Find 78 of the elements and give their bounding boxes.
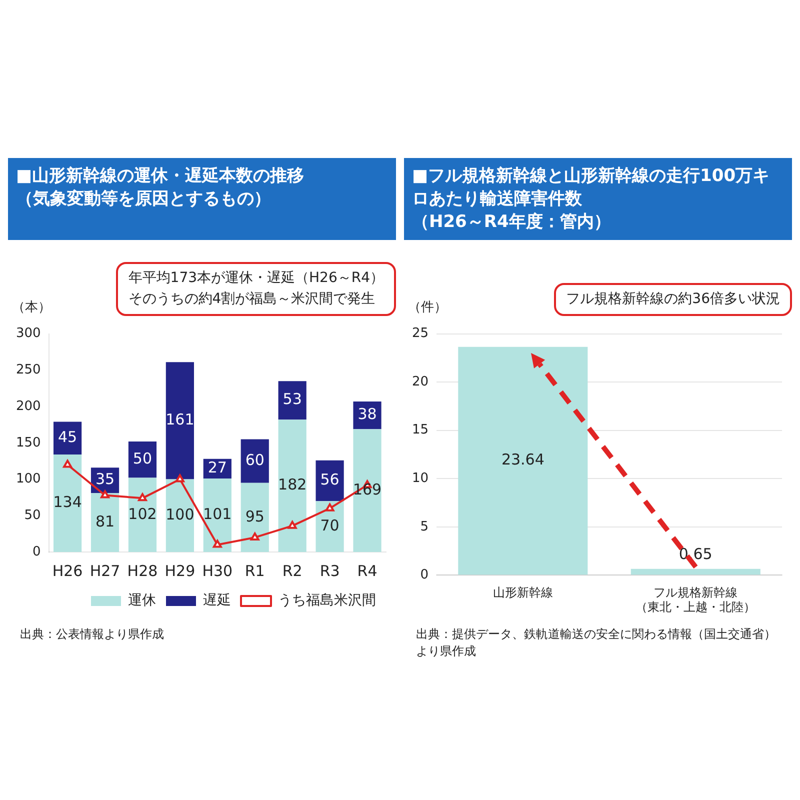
source-note: 出典：提供データ、鉄軌道輸送の安全に関わる情報（国土交通省）より県作成 [415, 626, 777, 660]
point [63, 460, 72, 468]
text: そのうちの約4割が福島～米沢間で発生 [128, 290, 376, 309]
data-label: 23.64 [501, 450, 544, 469]
point [212, 540, 222, 548]
y-tick-label: 300 [16, 326, 41, 342]
y-tick-label: 10 [412, 471, 429, 486]
data-label: 0.65 [678, 544, 712, 563]
bar [166, 362, 194, 480]
y-tick-label: 5 [420, 519, 429, 534]
bar [90, 493, 120, 552]
legend-label: 運休 [128, 592, 156, 609]
point [175, 474, 184, 482]
data-label: 45 [58, 428, 78, 446]
legend-label: うち福島米沢間 [278, 592, 376, 609]
data-label: 101 [203, 505, 232, 524]
bar [353, 429, 382, 552]
x-tick-label: R1 [244, 562, 265, 580]
data-label: 56 [320, 470, 340, 489]
point [250, 532, 260, 540]
bar [316, 501, 344, 552]
y-tick-label: 250 [16, 362, 41, 378]
x-tick-label: R4 [357, 562, 378, 580]
data-label: 134 [53, 493, 82, 512]
bar [128, 441, 157, 478]
y-tick-label: 50 [24, 508, 41, 524]
data-label: 27 [208, 458, 227, 477]
bar [203, 478, 232, 552]
y-tick-label: 100 [16, 472, 41, 487]
x-tick-label: フル規格新幹線（東北・上越・北陸） [636, 586, 756, 614]
y-axis-title: （本） [11, 299, 51, 316]
bar [278, 420, 306, 552]
text: フル規格新幹線の約36倍多い状況 [566, 290, 780, 309]
y-axis-title: （件） [407, 299, 447, 316]
y-tick-label: 0 [420, 568, 429, 583]
x-tick-label: 山形新幹線 [492, 586, 553, 600]
data-label: 60 [245, 450, 264, 469]
bar [278, 381, 306, 420]
y-tick-label: 150 [16, 435, 41, 450]
data-label: 50 [132, 450, 152, 468]
data-label: 70 [320, 516, 340, 534]
data-label: 182 [278, 476, 307, 494]
y-tick-label: 0 [32, 544, 41, 560]
bar [53, 454, 82, 552]
y-tick-label: 15 [412, 422, 429, 438]
x-tick-label: H26 [52, 562, 83, 580]
x-tick-label: H27 [90, 562, 120, 580]
chart-subtitle: （H26～R4年度：管内） [412, 211, 612, 233]
x-tick-label: H30 [202, 562, 233, 580]
data-label: 35 [95, 470, 115, 488]
data-label: 95 [245, 507, 264, 526]
text: 年平均173本が運休・遅延（H26～R4） [128, 269, 384, 288]
y-tick-label: 25 [412, 326, 429, 342]
data-label: 100 [166, 506, 194, 524]
bar [240, 482, 269, 552]
data-label: 53 [282, 390, 302, 408]
bar [240, 439, 269, 483]
chart-title: ■山形新幹線の運休・遅延本数の推移 [16, 165, 306, 187]
y-tick-label: 200 [16, 398, 41, 414]
legend-label: 遅延 [203, 592, 231, 609]
x-tick-label: H29 [164, 562, 196, 580]
source-note: 出典：公表情報より県作成 [19, 626, 165, 643]
point [138, 493, 147, 502]
x-tick-label: R3 [320, 562, 340, 580]
bar [128, 478, 157, 552]
chart-subtitle: （気象変動等を原因とするもの） [16, 188, 272, 210]
point [325, 503, 334, 512]
chart-title: ■フル規格新幹線と山形新幹線の走行100万キロあたり輸送障害件数 [412, 165, 771, 210]
data-label: 102 [128, 504, 157, 523]
y-tick-label: 20 [412, 374, 429, 390]
bar [316, 460, 344, 502]
point [100, 490, 110, 498]
data-label: 161 [166, 410, 194, 429]
x-tick-label: R2 [282, 562, 302, 580]
data-label: 38 [358, 405, 377, 424]
x-tick-label: H28 [127, 562, 158, 580]
point [288, 520, 297, 529]
data-label: 81 [95, 512, 115, 530]
